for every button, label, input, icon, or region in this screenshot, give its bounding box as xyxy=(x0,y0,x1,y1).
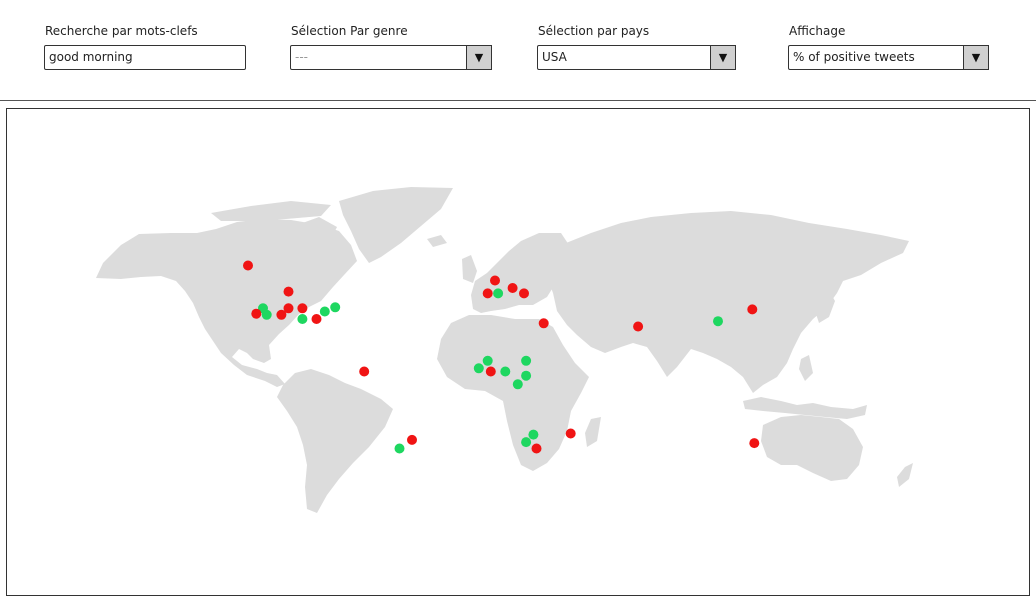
map-marker-positive[interactable] xyxy=(330,302,341,313)
genre-select[interactable]: --- ▼ xyxy=(290,45,492,70)
map-marker-positive[interactable] xyxy=(713,316,723,327)
map-marker-negative[interactable] xyxy=(565,428,576,439)
map-marker-negative[interactable] xyxy=(749,438,760,449)
country-select-value: USA xyxy=(542,50,567,64)
map-marker-positive[interactable] xyxy=(528,429,539,440)
map-marker-negative[interactable] xyxy=(243,260,253,271)
land-madagascar xyxy=(585,417,601,447)
genre-label: Sélection Par genre xyxy=(291,24,408,38)
map-marker-negative[interactable] xyxy=(359,366,370,377)
map-marker-negative[interactable] xyxy=(485,366,496,377)
world-landmass xyxy=(96,187,913,513)
map-marker-positive[interactable] xyxy=(394,443,405,454)
keywords-input[interactable]: good morning xyxy=(44,45,246,70)
keywords-input-value: good morning xyxy=(49,50,133,64)
land-kamchatka xyxy=(851,239,873,271)
display-label: Affichage xyxy=(789,24,846,38)
triangle-down-icon[interactable]: ▼ xyxy=(710,45,736,70)
map-marker-negative[interactable] xyxy=(297,303,308,314)
map-marker-positive[interactable] xyxy=(493,288,504,299)
display-select-value: % of positive tweets xyxy=(793,50,915,64)
map-marker-negative[interactable] xyxy=(490,275,500,286)
map-marker-negative[interactable] xyxy=(633,321,644,332)
map-marker-positive[interactable] xyxy=(297,314,308,324)
header-divider xyxy=(0,100,1036,101)
land-indonesia xyxy=(743,397,867,419)
land-iceland xyxy=(427,235,447,247)
map-marker-negative[interactable] xyxy=(482,288,493,299)
land-greenland xyxy=(339,187,453,263)
map-marker-positive[interactable] xyxy=(512,379,523,390)
land-japan xyxy=(815,287,835,323)
map-marker-negative[interactable] xyxy=(311,314,322,324)
land-uk xyxy=(462,255,477,283)
map-marker-negative[interactable] xyxy=(283,303,294,314)
map-marker-positive[interactable] xyxy=(319,306,330,317)
marker-layer xyxy=(243,260,760,454)
triangle-down-icon[interactable]: ▼ xyxy=(466,45,492,70)
map-marker-negative[interactable] xyxy=(507,283,518,293)
world-map[interactable] xyxy=(7,109,1029,595)
map-marker-negative[interactable] xyxy=(519,288,529,299)
land-africa xyxy=(437,315,589,471)
land-philippines xyxy=(799,355,813,381)
map-marker-positive[interactable] xyxy=(521,437,532,448)
keywords-label: Recherche par mots-clefs xyxy=(45,24,198,38)
map-marker-positive[interactable] xyxy=(473,363,484,374)
triangle-down-icon[interactable]: ▼ xyxy=(963,45,989,70)
country-label: Sélection par pays xyxy=(538,24,650,38)
land-baffin xyxy=(297,217,337,247)
land-arctic-islands xyxy=(211,201,331,221)
map-marker-positive[interactable] xyxy=(521,370,532,381)
map-marker-negative[interactable] xyxy=(407,434,417,445)
land-asia xyxy=(541,211,909,393)
land-south-america xyxy=(277,369,393,513)
genre-select-value: --- xyxy=(295,50,308,64)
map-marker-negative[interactable] xyxy=(747,304,758,315)
country-select[interactable]: USA ▼ xyxy=(537,45,736,70)
map-panel[interactable] xyxy=(6,108,1030,596)
land-new-zealand xyxy=(897,463,913,487)
map-marker-negative[interactable] xyxy=(276,309,287,320)
display-select[interactable]: % of positive tweets ▼ xyxy=(788,45,989,70)
map-marker-positive[interactable] xyxy=(521,355,532,366)
map-marker-positive[interactable] xyxy=(500,366,511,377)
land-australia xyxy=(761,415,863,481)
land-north-america xyxy=(96,219,357,387)
map-marker-positive[interactable] xyxy=(261,309,272,320)
map-marker-negative[interactable] xyxy=(251,308,262,319)
map-marker-positive[interactable] xyxy=(482,355,493,366)
map-marker-negative[interactable] xyxy=(538,318,549,329)
map-marker-negative[interactable] xyxy=(531,443,542,454)
map-marker-negative[interactable] xyxy=(283,286,294,297)
